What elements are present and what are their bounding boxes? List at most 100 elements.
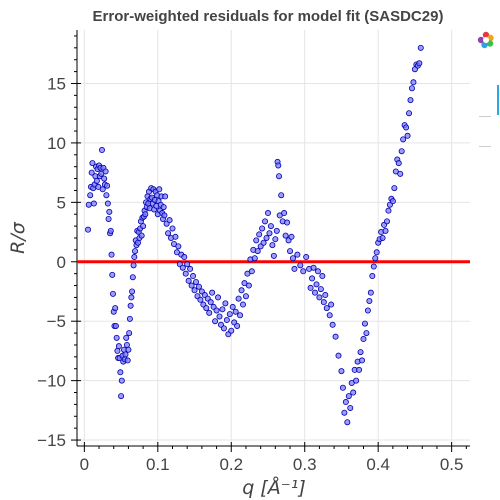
data-point [104,182,111,189]
data-point [240,301,247,308]
data-point [165,230,172,237]
data-point [338,368,345,375]
data-point [226,311,233,318]
y-tick-label: 5 [57,193,66,212]
data-point [187,265,194,272]
data-point [367,289,374,296]
data-point [222,300,229,307]
data-point [400,136,407,143]
data-point [407,97,414,104]
data-point [234,322,241,329]
data-point [332,333,339,340]
data-point [184,261,191,268]
data-point [341,409,348,416]
data-point [220,325,227,332]
data-point [87,192,94,199]
data-point [259,225,266,232]
data-point [270,252,277,259]
data-point [188,282,195,289]
data-point [212,318,219,325]
data-point [245,282,252,289]
data-point [181,254,188,261]
data-point [117,369,124,376]
data-point [303,254,310,261]
data-point [109,271,116,278]
data-point [403,124,410,131]
data-point [389,198,396,205]
axes: 0 0.1 0.2 0.3 0.4 0.5 −15 −10 −5 0 5 10 15 [37,30,470,474]
data-point [379,234,386,241]
data-point [264,210,271,217]
data-point [191,287,198,294]
data-point [215,294,222,301]
data-point [216,313,223,320]
data-point [339,384,346,391]
data-point [105,215,112,222]
data-point [267,223,274,230]
data-point [90,200,97,207]
data-point [314,268,321,275]
data-point [309,275,316,282]
data-point [342,399,349,406]
x-tick-label: 0.3 [293,455,317,474]
data-point [132,248,139,255]
data-point [103,192,110,199]
data-point [123,334,130,341]
data-point [408,85,415,92]
data-point [228,327,235,334]
data-point [382,227,389,234]
data-point [113,334,120,341]
data-point [161,212,168,219]
data-point [406,110,413,117]
zoom-tool-icon[interactable] [479,116,491,117]
data-point [370,263,377,270]
data-point [160,204,167,211]
data-point [106,208,113,215]
reset-tool-icon[interactable] [479,146,491,147]
residual-points [85,44,424,426]
data-point [179,264,186,271]
data-point [361,320,368,327]
data-point [404,132,411,139]
data-point [235,295,242,302]
data-point [284,219,291,226]
data-point [248,268,255,275]
data-point [307,284,314,291]
data-point [223,317,230,324]
pan-tool-icon[interactable] [497,85,499,115]
data-point [129,288,136,295]
data-point [251,255,258,262]
data-point [213,307,220,314]
data-point [219,306,226,313]
data-point [260,239,267,246]
data-point [316,294,323,301]
data-point [115,343,122,350]
data-point [256,231,263,238]
data-point [112,305,119,312]
data-point [98,147,105,154]
data-point [182,270,189,277]
data-point [385,207,392,214]
data-point [88,169,95,176]
data-point [356,366,363,373]
data-point [203,305,210,312]
data-point [118,377,125,384]
data-point [104,200,111,207]
x-tick-label: 0.1 [146,455,170,474]
data-point [357,349,364,356]
data-point [129,274,136,281]
data-point [345,393,352,400]
data-point [156,186,163,193]
data-point [335,352,342,359]
data-point [328,301,335,308]
data-point [162,193,169,200]
data-point [166,217,173,224]
data-point [101,175,108,182]
data-point [112,322,119,329]
data-point [107,227,114,234]
data-point [175,243,182,250]
bokeh-logo-icon[interactable] [476,30,496,50]
data-point [273,227,280,234]
data-point [281,210,288,217]
data-point [238,287,245,294]
